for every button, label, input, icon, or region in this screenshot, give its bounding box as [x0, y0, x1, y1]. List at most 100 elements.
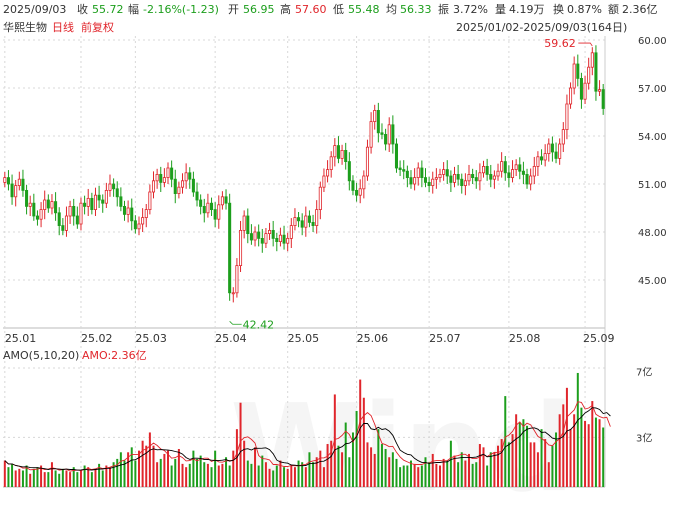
x-tick-label: 25.03 [135, 332, 167, 345]
header-high: 57.60 [295, 3, 327, 16]
amo-bar [573, 414, 576, 487]
amo-bar [101, 470, 104, 487]
amo-bar [14, 470, 17, 487]
amo-bar [584, 420, 587, 487]
candle-body [199, 199, 203, 207]
amo-bar [301, 462, 304, 487]
candle-body [384, 133, 388, 145]
candle-body [481, 165, 486, 174]
header-open-label: 开 [228, 3, 239, 16]
header-amp-label: 振 [438, 2, 449, 16]
amo-bar [232, 450, 235, 487]
header-amt: 2.36亿 [622, 3, 658, 16]
candle-body [86, 197, 90, 207]
candle-body [304, 215, 308, 228]
candle-body [594, 52, 598, 92]
amo-bar [283, 467, 286, 487]
amo-bar [424, 457, 427, 487]
candle-body [126, 207, 130, 215]
stock-name: 华熙生物 [3, 20, 47, 34]
candle-body [195, 191, 199, 201]
amo-bar [351, 432, 354, 487]
candle-body [115, 188, 119, 198]
amo-bar [569, 429, 572, 487]
amo-bar [526, 425, 529, 487]
candle-body [311, 221, 315, 226]
amo-bar [203, 462, 206, 487]
amo-bar [206, 463, 209, 487]
amo-bar [167, 450, 170, 487]
candle-body [235, 265, 239, 294]
candle-body [271, 229, 275, 239]
candle-body [50, 201, 54, 209]
candle-body [122, 205, 127, 215]
candle-body [460, 178, 464, 186]
candle-body [307, 215, 311, 223]
vol-tick-label: 7亿 [636, 365, 652, 378]
amo-bar [493, 452, 496, 487]
candle-body [206, 202, 210, 214]
header-close: 55.72 [92, 3, 124, 16]
candle-body [220, 196, 224, 206]
amo-bar [290, 465, 293, 487]
amo-bar [119, 452, 122, 487]
amo-bar [98, 463, 101, 487]
amo-ma-lines [4, 401, 611, 472]
amo-bar [359, 379, 362, 487]
candle-body [572, 63, 576, 89]
amo-bar [384, 448, 387, 487]
amo-bar [594, 417, 597, 487]
amo-bar [112, 462, 115, 487]
candles[interactable] [3, 45, 605, 303]
amo-bar [435, 463, 438, 487]
candle-body [347, 161, 351, 182]
amo-bar [286, 468, 289, 487]
amo-bar [21, 470, 24, 487]
candle-body [518, 164, 522, 172]
amo-bar [562, 404, 565, 487]
amo-bar [330, 440, 333, 487]
high-marker-line [578, 42, 593, 47]
amo-bar [558, 414, 561, 487]
volume-bars[interactable] [3, 372, 605, 487]
amo-bar [529, 442, 532, 487]
candle-body [297, 217, 301, 222]
period-selector[interactable]: 日线 [52, 20, 74, 34]
amo-bar [246, 460, 249, 487]
candle-body [442, 169, 446, 175]
amo-ma10-line [4, 407, 611, 471]
amo-bar [409, 460, 412, 487]
amo-bar [395, 458, 398, 487]
candle-body [438, 173, 442, 178]
amo-bar [497, 445, 500, 487]
x-tick-label: 25.06 [357, 332, 389, 345]
amo-bar [406, 465, 409, 487]
x-tick-label: 25.08 [509, 332, 541, 345]
amo-bar [72, 467, 75, 487]
amo-bar [32, 468, 35, 487]
y-tick-label: 54.00 [638, 132, 667, 143]
candle-body [6, 177, 10, 185]
adjust-selector[interactable]: 前复权 [81, 20, 114, 34]
candle-body [489, 173, 493, 180]
candle-body [355, 189, 359, 196]
candle-body [188, 172, 192, 180]
candle-body [536, 156, 540, 167]
amo-bar [214, 450, 217, 487]
candle-body [35, 215, 39, 220]
amo-bar [370, 447, 373, 487]
candle-body [561, 129, 565, 145]
candle-body [521, 170, 525, 175]
amo-bar [87, 467, 90, 487]
candle-body [224, 196, 228, 204]
candle-body [503, 161, 507, 174]
amo-bar [83, 465, 86, 487]
x-tick-label: 25.05 [288, 332, 320, 345]
header-low: 55.48 [348, 3, 380, 16]
amo-bar [417, 467, 420, 487]
amo-bar [188, 463, 191, 487]
candle-body [25, 189, 29, 207]
candle-body [547, 143, 551, 155]
candle-body [3, 177, 7, 183]
